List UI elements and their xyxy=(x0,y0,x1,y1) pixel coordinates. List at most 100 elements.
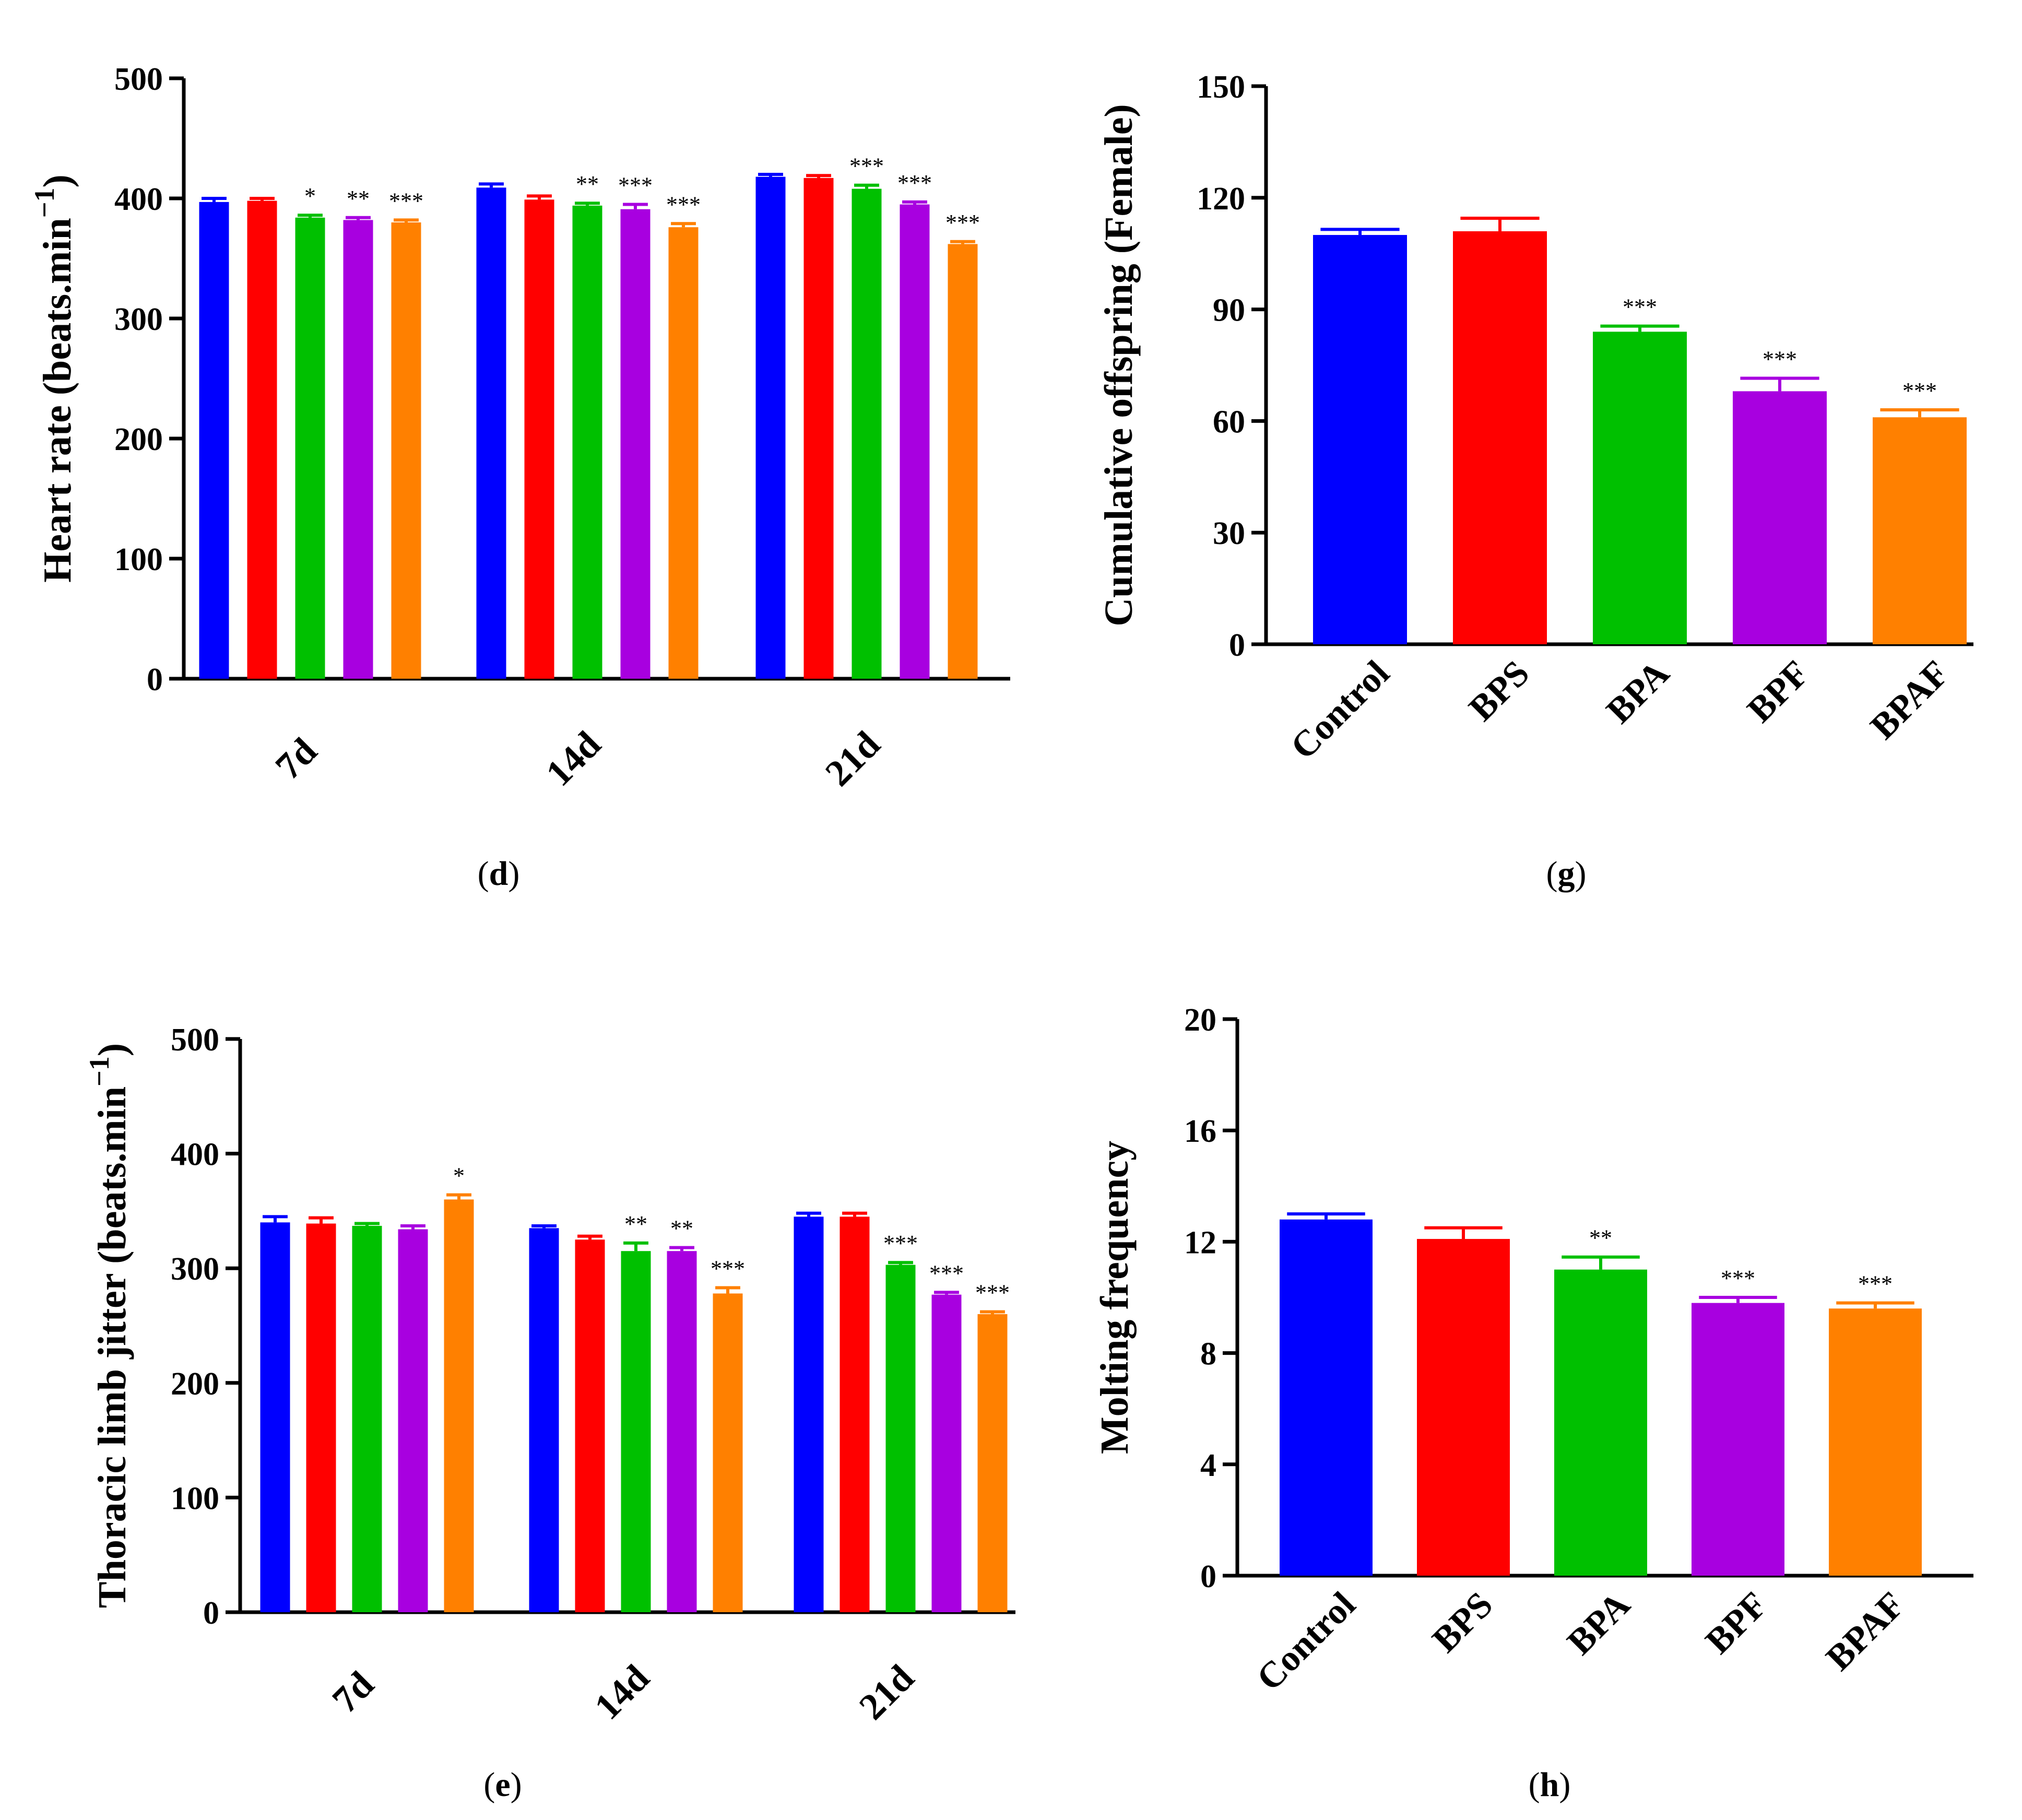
bar-e-BPAF-21d xyxy=(977,1314,1008,1612)
bar-e-BPF-21d xyxy=(931,1294,962,1612)
significance-label: *** xyxy=(389,188,423,214)
x-category-label: BPAF xyxy=(1863,653,1957,747)
bar-e-BPA-14d xyxy=(621,1251,651,1612)
bar-e-BPS-21d xyxy=(839,1216,870,1612)
y-axis-title: Heart rate (beats.min−1) xyxy=(29,174,79,583)
significance-label: *** xyxy=(1721,1266,1755,1291)
panel-label-letter: h xyxy=(1540,1766,1559,1804)
panel-label-close: ) xyxy=(1559,1766,1570,1804)
y-tick-label: 400 xyxy=(171,1137,219,1173)
bar-h-BPAF xyxy=(1829,1308,1922,1576)
chart-panel-d: 0 100 200 300 400 500 Heart rate (beats.min−1)… xyxy=(29,62,1010,893)
chart-panel-h: 0 4 8 12 16 20 Molting frequency Control BPS ** BP… xyxy=(1093,1002,1973,1804)
y-tick-label: 20 xyxy=(1184,1002,1216,1038)
panel-label: (d) xyxy=(478,855,520,893)
y-tick-label: 200 xyxy=(171,1366,219,1402)
significance-label: ** xyxy=(576,171,599,197)
significance-label: ** xyxy=(1589,1225,1612,1251)
panel-label-letter: d xyxy=(489,855,509,893)
significance-label: *** xyxy=(945,210,980,235)
y-tick-label: 500 xyxy=(114,62,163,97)
bar-h-BPA xyxy=(1554,1269,1647,1576)
y-tick-label: 100 xyxy=(171,1481,219,1516)
y-axis-title-superscript: −1 xyxy=(84,1056,115,1086)
significance-label: *** xyxy=(975,1280,1010,1306)
bar-e-BPA-7d xyxy=(352,1225,382,1612)
bar-d-BPA-14d xyxy=(572,205,602,679)
bar-d-BPA-21d xyxy=(852,188,882,679)
bar-e-BPAF-14d xyxy=(713,1293,743,1612)
y-axis-title: Cumulative offspring (Female) xyxy=(1097,104,1141,627)
y-tick-label: 30 xyxy=(1213,516,1245,551)
significance-label: *** xyxy=(1902,378,1937,404)
y-tick-label: 60 xyxy=(1213,404,1245,440)
panel-label-close: ) xyxy=(511,1766,522,1804)
panel-label: (h) xyxy=(1529,1766,1571,1804)
bar-e-BPF-7d xyxy=(398,1229,428,1612)
x-category-label: BPF xyxy=(1698,1585,1775,1662)
x-category-label: BPS xyxy=(1425,1585,1500,1660)
bar-g-BPF xyxy=(1733,391,1827,644)
x-category-label: 14d xyxy=(586,1657,657,1728)
chart-panel-g: 0 30 60 90 120 150 Cumulative offspring (Femal… xyxy=(1097,69,1973,893)
panel-label-close: ) xyxy=(508,855,519,893)
y-axis-title-superscript: −1 xyxy=(29,187,60,218)
x-category-label: Control xyxy=(1249,1585,1364,1699)
y-tick-label: 300 xyxy=(171,1251,219,1287)
significance-label: *** xyxy=(883,1231,918,1256)
x-category-label: 21d xyxy=(851,1657,922,1728)
y-axis-title-close: ) xyxy=(36,174,79,187)
y-tick-label: 0 xyxy=(147,662,163,698)
bar-d-BPAF-14d xyxy=(668,227,699,679)
panel-label-open: ( xyxy=(1529,1766,1540,1804)
bar-d-BPS-21d xyxy=(803,178,834,679)
y-tick-label: 0 xyxy=(1200,1559,1216,1594)
y-tick-label: 150 xyxy=(1197,69,1245,105)
y-tick-label: 8 xyxy=(1200,1337,1216,1372)
bar-e-BPS-14d xyxy=(575,1239,605,1612)
x-category-label: 7d xyxy=(267,730,325,787)
x-category-label: BPA xyxy=(1599,653,1677,731)
bar-d-BPA-7d xyxy=(295,217,325,679)
x-category-label: BPA xyxy=(1560,1585,1638,1663)
bar-h-Control xyxy=(1280,1219,1373,1576)
bar-e-Control-14d xyxy=(529,1228,559,1612)
panel-label-close: ) xyxy=(1575,855,1587,893)
x-category-label: 14d xyxy=(538,723,609,794)
significance-label: *** xyxy=(849,153,884,179)
y-tick-label: 500 xyxy=(171,1022,219,1058)
x-category-label: Control xyxy=(1283,653,1398,767)
panel-label-letter: g xyxy=(1558,855,1575,893)
significance-label: *** xyxy=(897,170,932,196)
panel-label-open: ( xyxy=(478,855,489,893)
significance-label: * xyxy=(453,1163,465,1189)
bar-d-BPAF-21d xyxy=(948,244,978,679)
significance-label: *** xyxy=(618,173,653,198)
bar-d-BPS-7d xyxy=(247,200,277,679)
y-axis-title-main: Cumulative offspring (Female) xyxy=(1097,104,1141,627)
y-axis-title: Molting frequency xyxy=(1093,1141,1137,1454)
bar-d-BPAF-7d xyxy=(391,222,421,679)
bar-d-BPS-14d xyxy=(524,199,554,679)
y-tick-label: 400 xyxy=(114,182,163,217)
x-category-label: BPS xyxy=(1461,653,1537,729)
bar-d-BPF-21d xyxy=(900,204,930,679)
significance-label: *** xyxy=(711,1256,745,1282)
x-category-label: BPF xyxy=(1740,653,1817,730)
y-tick-label: 0 xyxy=(1229,628,1245,663)
y-axis-title-main: Thoracic limb jitter (beats.min xyxy=(90,1086,134,1608)
y-tick-label: 16 xyxy=(1184,1114,1216,1149)
panel-label: (e) xyxy=(483,1766,522,1804)
x-category-label: BPAF xyxy=(1818,1585,1912,1679)
bar-d-Control-21d xyxy=(755,176,786,679)
bar-h-BPF xyxy=(1692,1303,1784,1576)
bar-g-BPAF xyxy=(1873,417,1967,644)
bar-g-Control xyxy=(1313,235,1407,645)
x-category-label: 7d xyxy=(324,1663,382,1721)
bar-e-Control-21d xyxy=(794,1216,824,1612)
panel-label: (g) xyxy=(1546,855,1587,893)
y-tick-label: 100 xyxy=(114,542,163,577)
bar-g-BPA xyxy=(1593,332,1687,644)
significance-label: ** xyxy=(624,1211,647,1237)
panel-label-open: ( xyxy=(483,1766,495,1804)
